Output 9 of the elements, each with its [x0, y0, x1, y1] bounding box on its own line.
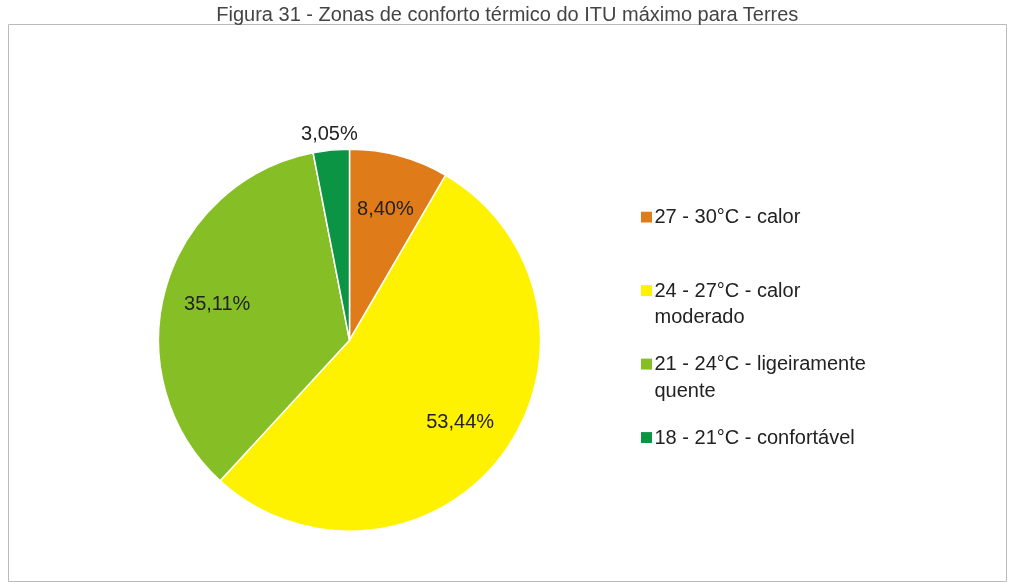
- data-label: 53,44%: [426, 410, 495, 433]
- chart-title: Figura 31 - Zonas de conforto térmico do ITU máximo para Terres: [216, 2, 799, 25]
- legend-label: 24 - 27°C - calor moderado: [654, 278, 801, 328]
- legend-label: 18 - 21°C - confortável: [654, 425, 855, 448]
- legend-label: 27 - 30°C - calor: [654, 205, 801, 228]
- data-label: 8,40%: [357, 197, 414, 220]
- legend-label: 21 - 24°C - ligeiramente quente: [654, 352, 866, 401]
- data-label: 35,11%: [184, 292, 251, 315]
- data-label: 3,05%: [301, 121, 358, 144]
